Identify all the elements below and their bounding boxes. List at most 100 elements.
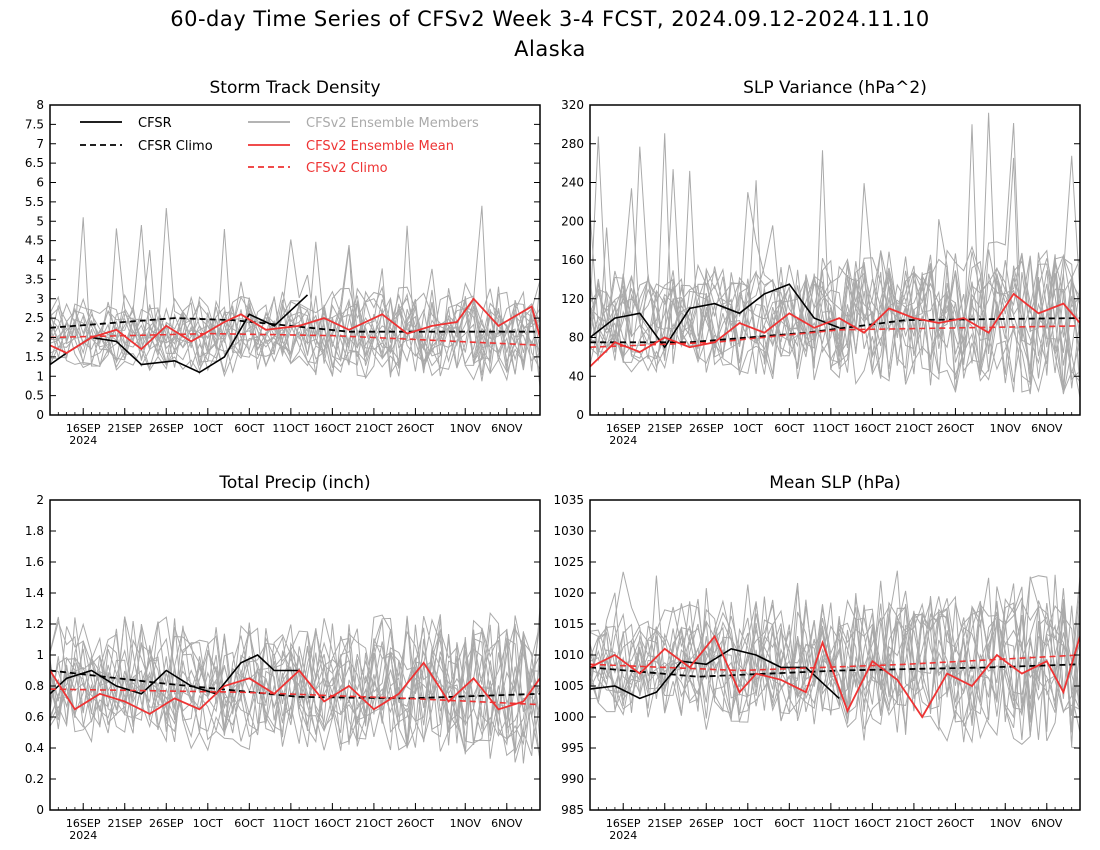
figure-title-line1: 60-day Time Series of CFSv2 Week 3-4 FCS… <box>170 7 930 31</box>
ensemble-member-line <box>590 272 1080 393</box>
y-tick-label: 6.5 <box>25 156 44 170</box>
panel-title: SLP Variance (hPa^2) <box>743 78 927 98</box>
y-tick-label: 1035 <box>553 493 584 507</box>
x-tick-label: 1NOV <box>990 422 1022 435</box>
x-tick-label: 26SEP <box>689 817 724 830</box>
x-tick-label: 21SEP <box>107 422 142 435</box>
panel-total-precip: Total Precip (inch) 0 0.2 0.4 0.6 0.8 1 1.2 1.4 1… <box>25 473 541 842</box>
x-tick-label: 26SEP <box>149 422 184 435</box>
x-tick-label: 26OCT <box>937 817 974 830</box>
figure-title: 60-day Time Series of CFSv2 Week 3-4 FCS… <box>0 4 1100 64</box>
series-line-cfsv2-climo <box>50 688 540 706</box>
x-tick-label: 16OCT <box>854 422 891 435</box>
y-tick-label: 80 <box>569 331 584 345</box>
x-year-label: 2024 <box>69 434 97 447</box>
y-tick-label: 0.6 <box>25 710 44 724</box>
series-line-cfsr-climo <box>50 669 540 700</box>
ensemble-member-line <box>590 590 1080 740</box>
y-tick-label: 0 <box>36 803 44 817</box>
y-tick-label: 1.8 <box>25 524 44 538</box>
x-tick-label: 21OCT <box>355 422 392 435</box>
x-tick-label: 26OCT <box>397 817 434 830</box>
y-tick-label: 1.2 <box>25 617 44 631</box>
legend-label-cfsv2-climo: CFSv2 Climo <box>306 161 388 176</box>
y-tick-label: 1 <box>36 648 44 662</box>
panel-title: Total Precip (inch) <box>218 473 370 493</box>
y-tick-label: 0.8 <box>25 679 44 693</box>
y-tick-label: 985 <box>561 803 584 817</box>
x-tick-label: 16OCT <box>314 422 351 435</box>
x-tick-label: 6OCT <box>234 817 264 830</box>
ensemble-member-line <box>50 626 540 761</box>
legend-label-ens-mean: CFSv2 Ensemble Mean <box>306 139 454 154</box>
x-tick-label: 26OCT <box>397 422 434 435</box>
x-tick-label: 1OCT <box>733 817 763 830</box>
series-line-cfsr-climo <box>590 663 1080 678</box>
y-tick-label: 4.5 <box>25 234 44 248</box>
x-tick-label: 26OCT <box>937 422 974 435</box>
x-tick-label: 6NOV <box>491 817 523 830</box>
panel-storm-track-density: Storm Track Density 0 0.5 1 1.5 2 2.5 3 3.5 4 4.5 5… <box>25 78 541 447</box>
x-tick-label: 1NOV <box>450 817 482 830</box>
y-tick-label: 2.5 <box>25 311 44 325</box>
y-tick-label: 5.5 <box>25 195 44 209</box>
ensemble-member-line <box>50 616 540 734</box>
x-tick-label: 21SEP <box>107 817 142 830</box>
x-tick-label: 11OCT <box>272 422 309 435</box>
y-tick-label: 6 <box>36 176 44 190</box>
x-tick-label: 21SEP <box>647 422 682 435</box>
y-tick-label: 160 <box>561 253 584 267</box>
y-tick-label: 2 <box>36 493 44 507</box>
series-line-cfsv2-climo <box>590 325 1080 348</box>
series-line-ens-mean <box>590 292 1080 368</box>
series-line-cfsr <box>590 283 840 349</box>
ensemble-member-line <box>590 604 1080 745</box>
ensemble-member-line <box>590 133 1080 395</box>
x-tick-label: 16OCT <box>314 817 351 830</box>
series-line-cfsv2-climo <box>50 332 540 347</box>
ensemble-member-line <box>50 224 540 372</box>
y-tick-label: 0 <box>576 408 584 422</box>
y-tick-label: 1 <box>36 369 44 383</box>
plot-area <box>50 205 540 387</box>
y-tick-label: 2 <box>36 331 44 345</box>
x-tick-label: 11OCT <box>272 817 309 830</box>
y-tick-label: 8 <box>36 98 44 112</box>
x-tick-label: 21OCT <box>895 817 932 830</box>
y-tick-label: 1.4 <box>25 586 44 600</box>
ensemble-member-line <box>50 287 540 363</box>
ensemble-member-line <box>50 626 540 751</box>
x-tick-label: 26SEP <box>689 422 724 435</box>
y-tick-label: 1.5 <box>25 350 44 364</box>
x-tick-label: 1OCT <box>193 422 223 435</box>
x-tick-label: 16SEP <box>606 817 641 830</box>
ensemble-member-line <box>590 192 1080 372</box>
x-tick-label: 11OCT <box>812 817 849 830</box>
x-tick-label: 6NOV <box>1031 817 1063 830</box>
ensemble-member-line <box>590 576 1080 717</box>
plot-area <box>50 607 540 764</box>
ensemble-member-line <box>50 280 540 361</box>
y-tick-label: 320 <box>561 98 584 112</box>
x-tick-label: 16SEP <box>66 422 101 435</box>
legend-label-members: CFSv2 Ensemble Members <box>306 116 479 131</box>
x-year-label: 2024 <box>609 829 637 842</box>
plot-area <box>590 570 1080 749</box>
y-tick-label: 40 <box>569 369 584 383</box>
series-line-ens-mean <box>590 634 1080 719</box>
y-tick-label: 280 <box>561 137 584 151</box>
ensemble-member-line <box>590 586 1080 720</box>
panel-title: Mean SLP (hPa) <box>769 473 901 493</box>
y-tick-label: 1.6 <box>25 555 44 569</box>
y-tick-label: 1010 <box>553 648 584 662</box>
y-tick-label: 990 <box>561 772 584 786</box>
ensemble-member-line <box>590 169 1080 382</box>
ensemble-member-line <box>50 207 540 366</box>
x-tick-label: 21OCT <box>355 817 392 830</box>
x-tick-label: 26SEP <box>149 817 184 830</box>
ensemble-member-line <box>590 574 1080 740</box>
x-year-label: 2024 <box>69 829 97 842</box>
y-tick-label: 5 <box>36 214 44 228</box>
x-tick-label: 1OCT <box>193 817 223 830</box>
x-tick-label: 16SEP <box>606 422 641 435</box>
